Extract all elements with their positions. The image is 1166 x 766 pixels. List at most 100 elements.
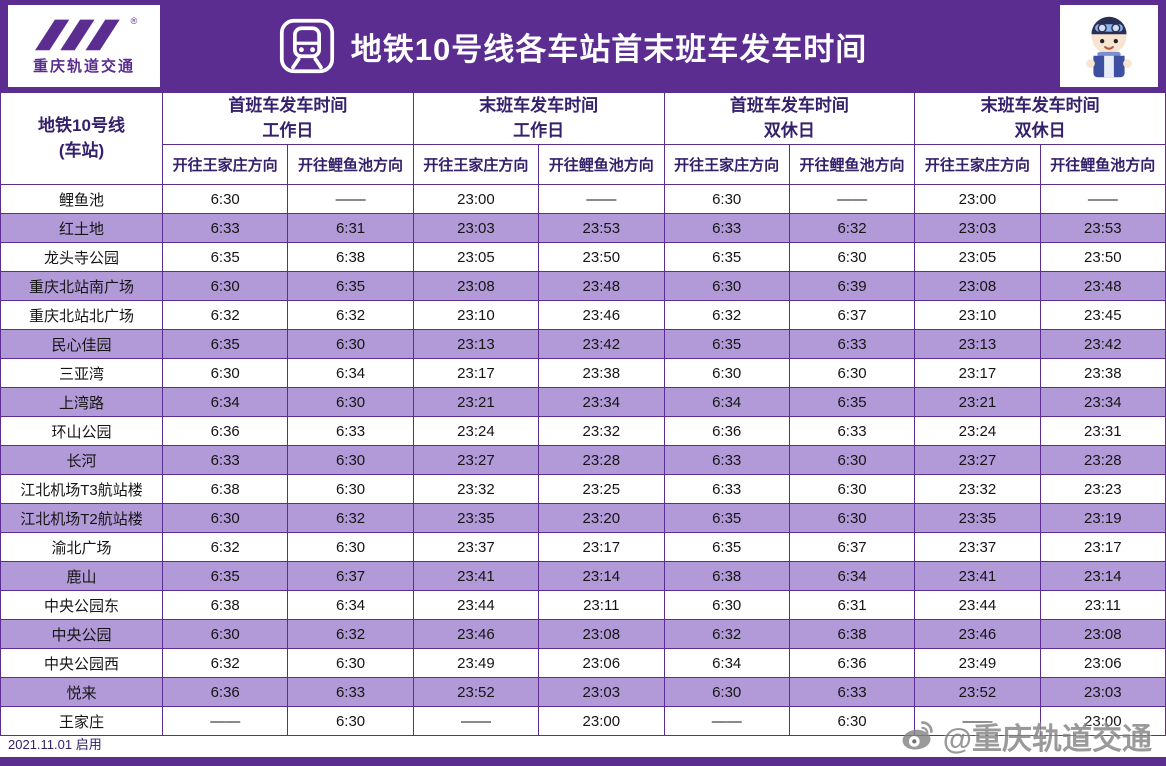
time-cell: 23:25 — [538, 474, 665, 504]
station-cell: 中央公园西 — [0, 648, 163, 678]
station-cell: 悦来 — [0, 677, 163, 707]
time-cell: —— — [161, 706, 289, 736]
time-cell: 6:36 — [161, 677, 289, 707]
table-row: 中央公园西 6:32 6:30 23:49 23:06 6:34 6:36 23:49 23:0… — [0, 648, 1166, 678]
table-row: 重庆北站南广场 6:30 6:35 23:08 23:48 6:30 6:39 23:08 23… — [0, 271, 1166, 301]
time-cell: 6:33 — [663, 445, 790, 475]
time-cell: 6:32 — [663, 619, 790, 649]
title-group: 地铁10号线各车站首末班车发车时间 — [279, 18, 867, 74]
table-row: 渝北广场 6:32 6:30 23:37 23:17 6:35 6:37 23:37 23:17 — [0, 532, 1166, 562]
time-cell: 6:30 — [287, 387, 414, 417]
time-cell: 6:36 — [161, 416, 289, 446]
time-cell: 6:31 — [287, 213, 414, 243]
station-cell: 民心佳园 — [0, 329, 163, 359]
time-cell: 6:35 — [663, 503, 790, 533]
timetable: 地铁10号线 (车站) 首班车发车时间 工作日 末班车发车时间 工作日 首班车发车时间 双休日… — [0, 92, 1166, 736]
time-cell: 23:08 — [538, 619, 665, 649]
station-cell: 龙头寺公园 — [0, 242, 163, 272]
time-cell: 23:53 — [1039, 213, 1166, 243]
weibo-icon — [902, 721, 933, 750]
time-cell: 6:35 — [663, 329, 790, 359]
time-cell: 23:17 — [914, 358, 1041, 388]
time-cell: 6:30 — [161, 358, 289, 388]
direction-header: 开往鲤鱼池方向 — [788, 144, 916, 185]
time-cell: —— — [914, 706, 1041, 736]
station-cell: 重庆北站北广场 — [0, 300, 163, 330]
table-row: 上湾路 6:34 6:30 23:21 23:34 6:34 6:35 23:21 23:34 — [0, 387, 1166, 417]
time-cell: 6:33 — [663, 474, 790, 504]
table-row: 鲤鱼池 6:30 —— 23:00 —— 6:30 —— 23:00 —— — [0, 184, 1166, 214]
time-cell: —— — [663, 706, 790, 736]
time-cell: 23:10 — [412, 300, 540, 330]
time-cell: —— — [1039, 184, 1166, 214]
time-cell: 6:30 — [663, 677, 790, 707]
group-header: 首班车发车时间 工作日 — [162, 92, 414, 145]
time-cell: 6:37 — [788, 532, 916, 562]
time-cell: 23:03 — [914, 213, 1041, 243]
time-cell: 6:32 — [287, 300, 414, 330]
time-cell: —— — [287, 184, 414, 214]
time-cell: 6:33 — [287, 677, 414, 707]
group-header: 末班车发车时间 工作日 — [412, 92, 665, 145]
time-cell: 23:17 — [412, 358, 540, 388]
time-cell: 23:49 — [914, 648, 1041, 678]
table-row: 环山公园 6:36 6:33 23:24 23:32 6:36 6:33 23:24 23:31 — [0, 416, 1166, 446]
time-cell: 23:11 — [1039, 590, 1166, 620]
time-cell: 23:28 — [538, 445, 665, 475]
station-cell: 江北机场T2航站楼 — [0, 503, 163, 533]
time-cell: 6:39 — [788, 271, 916, 301]
time-cell: 23:17 — [538, 532, 665, 562]
time-cell: 6:30 — [788, 503, 916, 533]
time-cell: 23:44 — [412, 590, 540, 620]
time-cell: 6:33 — [161, 213, 289, 243]
time-cell: 23:52 — [914, 677, 1041, 707]
time-cell: 6:31 — [788, 590, 916, 620]
time-cell: 23:31 — [1039, 416, 1166, 446]
crt-logo-text: 重庆轨道交通 — [32, 58, 135, 75]
time-cell: 6:38 — [161, 590, 289, 620]
time-cell: 23:50 — [538, 242, 665, 272]
time-cell: 6:34 — [287, 358, 414, 388]
station-cell: 重庆北站南广场 — [0, 271, 163, 301]
time-cell: 23:42 — [538, 329, 665, 359]
time-cell: 23:49 — [412, 648, 540, 678]
time-cell: 6:38 — [663, 561, 790, 591]
time-cell: 6:30 — [287, 474, 414, 504]
time-cell: 23:28 — [1039, 445, 1166, 475]
time-cell: 6:30 — [788, 445, 916, 475]
group-header: 末班车发车时间 双休日 — [914, 92, 1166, 145]
time-cell: 23:03 — [1039, 677, 1166, 707]
time-cell: 6:35 — [287, 271, 414, 301]
time-cell: 6:33 — [161, 445, 289, 475]
station-cell: 三亚湾 — [0, 358, 163, 388]
time-cell: 6:32 — [287, 619, 414, 649]
time-cell: 6:35 — [161, 329, 289, 359]
time-cell: 23:27 — [412, 445, 540, 475]
station-cell: 鲤鱼池 — [0, 184, 163, 214]
time-cell: 6:35 — [788, 387, 916, 417]
table-row: 重庆北站北广场 6:32 6:32 23:10 23:46 6:32 6:37 23:10 23… — [0, 300, 1166, 330]
time-cell: 6:35 — [161, 242, 289, 272]
registered-mark: ® — [130, 16, 138, 26]
time-cell: 23:14 — [538, 561, 665, 591]
metro-roundel-icon — [279, 18, 334, 74]
station-cell: 江北机场T3航站楼 — [0, 474, 163, 504]
table-row: 鹿山 6:35 6:37 23:41 23:14 6:38 6:34 23:41 23:14 — [0, 561, 1166, 591]
time-cell: 23:50 — [1039, 242, 1166, 272]
table-row: 江北机场T2航站楼 6:30 6:32 23:35 23:20 6:35 6:30 23:35… — [0, 503, 1166, 533]
time-cell: 23:14 — [1039, 561, 1166, 591]
time-cell: 23:03 — [412, 213, 540, 243]
header-group-row: 地铁10号线 (车站) 首班车发车时间 工作日 末班车发车时间 工作日 首班车发车时间 双休日… — [0, 92, 1166, 185]
time-cell: 23:38 — [538, 358, 665, 388]
time-cell: 6:30 — [788, 706, 916, 736]
poster-title: 地铁10号线各车站首末班车发车时间 — [350, 31, 868, 67]
table-row: 中央公园东 6:38 6:34 23:44 23:11 6:30 6:31 23:44 23:1… — [0, 590, 1166, 620]
time-cell: 23:45 — [1039, 300, 1166, 330]
time-cell: 23:20 — [538, 503, 665, 533]
time-cell: 23:13 — [914, 329, 1041, 359]
direction-header: 开往王家庄方向 — [663, 144, 790, 185]
time-cell: 6:30 — [287, 329, 414, 359]
time-cell: 23:27 — [914, 445, 1041, 475]
time-cell: 23:00 — [412, 184, 540, 214]
